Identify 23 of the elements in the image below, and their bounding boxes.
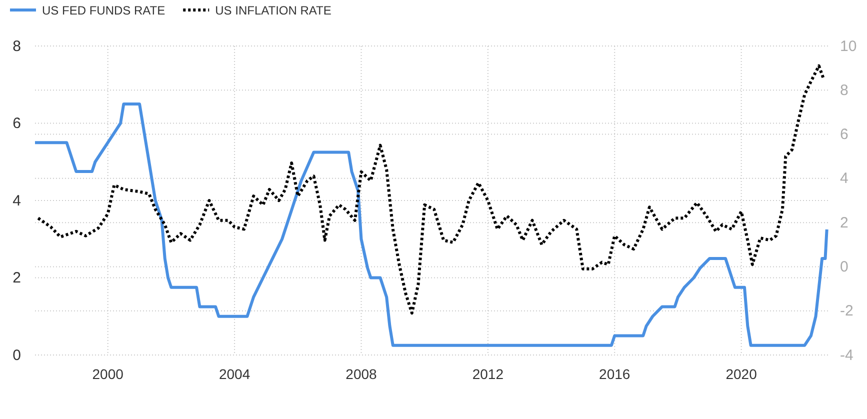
y2-tick-label: 2 <box>840 214 848 232</box>
y-tick-label: 4 <box>12 192 21 210</box>
y-tick-label: 6 <box>12 115 21 132</box>
x-tick-label: 2008 <box>346 366 378 382</box>
line-series <box>34 102 828 347</box>
y-tick-label: 2 <box>12 270 21 287</box>
legend-label: US FED FUNDS RATE <box>42 4 166 18</box>
y2-tick-label: -2 <box>840 302 854 320</box>
y-tick-label: 8 <box>12 38 21 55</box>
y2-tick-label: 8 <box>840 82 848 99</box>
legend-label: US INFLATION RATE <box>215 4 332 18</box>
x-tick-label: 2000 <box>92 366 124 382</box>
x-tick-label: 2020 <box>726 366 758 382</box>
y2-tick-label: -4 <box>840 346 854 364</box>
y2-tick-label: 4 <box>840 170 848 188</box>
y2-tick-label: 10 <box>840 38 857 55</box>
line-series <box>36 64 826 315</box>
y2-tick-label: 6 <box>840 126 848 144</box>
x-tick-label: 2004 <box>218 366 250 382</box>
y2-tick-label: 0 <box>840 258 848 276</box>
x-tick-label: 2016 <box>599 366 630 382</box>
y-tick-label: 0 <box>12 346 21 364</box>
x-tick-label: 2012 <box>472 366 504 382</box>
